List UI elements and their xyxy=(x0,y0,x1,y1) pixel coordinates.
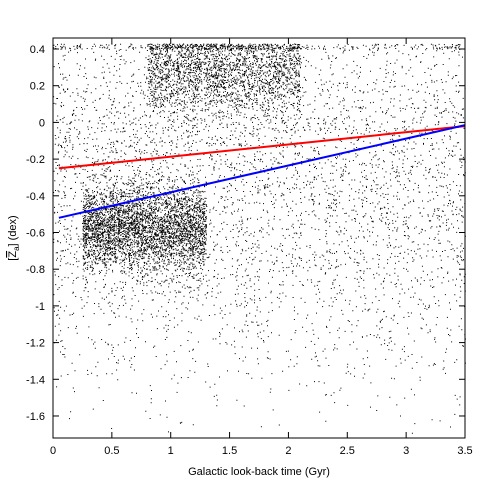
y-axis-title-bracket-close: ] xyxy=(7,243,19,246)
y-tick-label: -0.4 xyxy=(26,191,45,203)
y-tick-label: -0.8 xyxy=(26,264,45,276)
y-tick-label: -0.6 xyxy=(26,227,45,239)
y-tick-label: 0.2 xyxy=(30,81,45,93)
fit-line-1 xyxy=(58,125,466,170)
scatter-point-cloud xyxy=(53,43,466,434)
y-tick-label: -1 xyxy=(35,301,45,313)
y-axis-title-var: Z xyxy=(7,251,19,258)
plot-frame xyxy=(52,37,466,439)
fit-lines xyxy=(58,124,466,219)
x-tick-label: 1.5 xyxy=(222,445,237,457)
y-axis-title-bracket-open: [ xyxy=(7,258,19,261)
y-tick-label: -1.6 xyxy=(26,411,45,423)
x-tick-label: 3 xyxy=(403,445,409,457)
y-tick-label: 0 xyxy=(39,117,45,129)
y-axis: 0.4 0.2 0 -0.2 -0.4 -0.6 -0.8 -1 -1.2 -1.4 -1.6 xyxy=(26,44,465,423)
fit-line-2 xyxy=(58,124,466,219)
x-tick-label: 0.5 xyxy=(104,445,119,457)
y-axis-title-unit: (dex) xyxy=(7,215,19,243)
y-axis-title-sub: a xyxy=(12,246,21,251)
x-axis-title: Galactic look-back time (Gyr) xyxy=(188,466,330,478)
x-tick-label: 2 xyxy=(285,445,291,457)
x-tick-label: 1 xyxy=(168,445,174,457)
y-axis-title: [Za] (dex) xyxy=(7,215,21,260)
y-tick-label: -1.4 xyxy=(26,374,45,386)
x-tick-label: 3.5 xyxy=(457,445,472,457)
x-tick-label: 2.5 xyxy=(340,445,355,457)
y-tick-label: 0.4 xyxy=(30,44,45,56)
y-tick-label: -1.2 xyxy=(26,338,45,350)
x-axis: 0 0.5 1 1.5 2 2.5 3 3.5 xyxy=(50,38,473,457)
scatter-points xyxy=(53,43,466,434)
y-tick-label: -0.2 xyxy=(26,154,45,166)
x-tick-label: 0 xyxy=(50,445,56,457)
